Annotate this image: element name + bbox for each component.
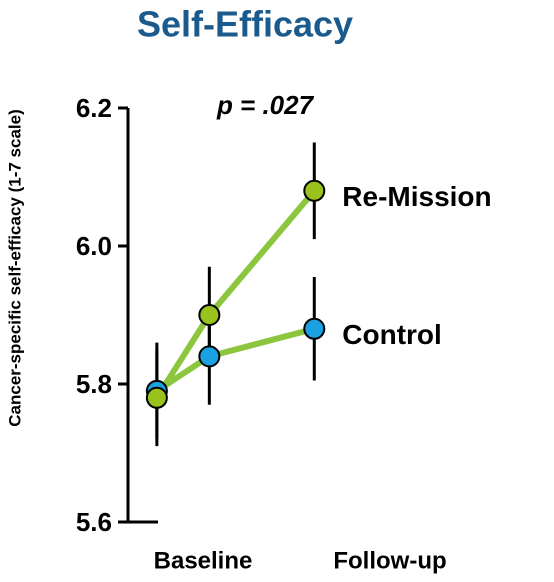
y-tick-label: 6.2: [76, 93, 112, 123]
marker: [198, 345, 221, 368]
marker: [145, 386, 168, 409]
x-label: Follow-up: [333, 547, 446, 574]
y-tick-label: 5.6: [76, 507, 112, 537]
annotation: p = .027: [216, 90, 315, 120]
y-tick-label: 5.8: [76, 369, 112, 399]
marker: [303, 317, 326, 340]
y-tick-label: 6.0: [76, 231, 112, 261]
marker: [303, 179, 326, 202]
chart-title: Self-Efficacy: [137, 4, 353, 45]
series-label: Re-Mission: [342, 181, 491, 212]
series-line: [154, 188, 317, 400]
y-axis-label: Cancer-specific self-efficacy (1-7 scale…: [5, 109, 24, 427]
marker: [198, 304, 221, 326]
x-label: Baseline: [154, 547, 253, 574]
series-label: Control: [342, 319, 442, 350]
